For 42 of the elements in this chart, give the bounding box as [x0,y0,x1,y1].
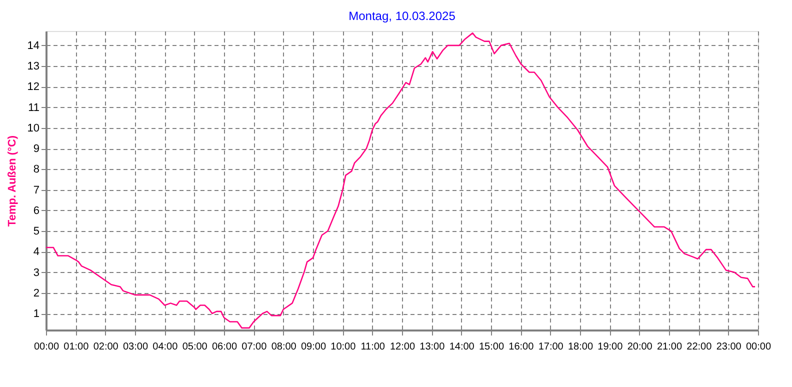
y-tick-label: 11 [28,102,40,114]
x-tick-label: 08:00 [271,342,297,352]
y-tick-label: 6 [33,204,40,217]
y-tick-label: 14 [27,40,40,52]
y-tick-label: 1 [33,308,40,320]
x-tick-label: 12:00 [390,342,416,352]
x-tick-label: 23:00 [716,342,742,352]
x-tick-label: 21:00 [656,342,682,352]
x-tick-label: 00:00 [746,342,772,352]
y-tick-label: 10 [27,122,40,134]
x-tick-label: 00:00 [34,342,60,352]
y-tick-label: 4 [33,246,40,258]
x-tick-label: 13:00 [420,342,446,352]
y-tick-label: 3 [33,266,40,279]
x-tick-label: 22:00 [686,342,712,352]
x-tick-label: 16:00 [508,342,534,352]
x-tick-label: 04:00 [152,342,178,352]
y-tick-label: 7 [33,184,40,196]
y-tick-label: 13 [27,60,40,73]
x-tick-label: 10:00 [330,342,356,352]
x-tick-label: 01:00 [64,342,90,352]
x-tick-label: 19:00 [598,342,624,352]
x-tick-label: 02:00 [93,342,119,352]
x-tick-label: 07:00 [242,342,268,352]
y-tick-label: 12 [27,81,40,94]
line-series [46,32,756,329]
x-tick-label: 18:00 [568,342,594,352]
x-tick-label: 14:00 [449,342,475,352]
y-tick-label: 2 [33,287,40,300]
y-axis-title: Temp. Außen (°C) [6,135,18,227]
chart-title: Montag, 10.03.2025 [348,9,456,23]
x-tick-label: 06:00 [212,342,238,352]
x-tick-label: 15:00 [478,342,504,352]
x-tick-label: 09:00 [300,342,326,352]
x-tick-label: 03:00 [122,342,148,352]
x-tick-label: 20:00 [627,342,653,352]
x-tick-label: 17:00 [538,342,564,352]
y-tick-label: 9 [33,143,40,156]
x-tick-label: 05:00 [182,342,208,352]
y-tick-label: 8 [33,164,40,176]
y-tick-label: 5 [33,226,40,238]
x-tick-label: 11:00 [360,342,386,352]
